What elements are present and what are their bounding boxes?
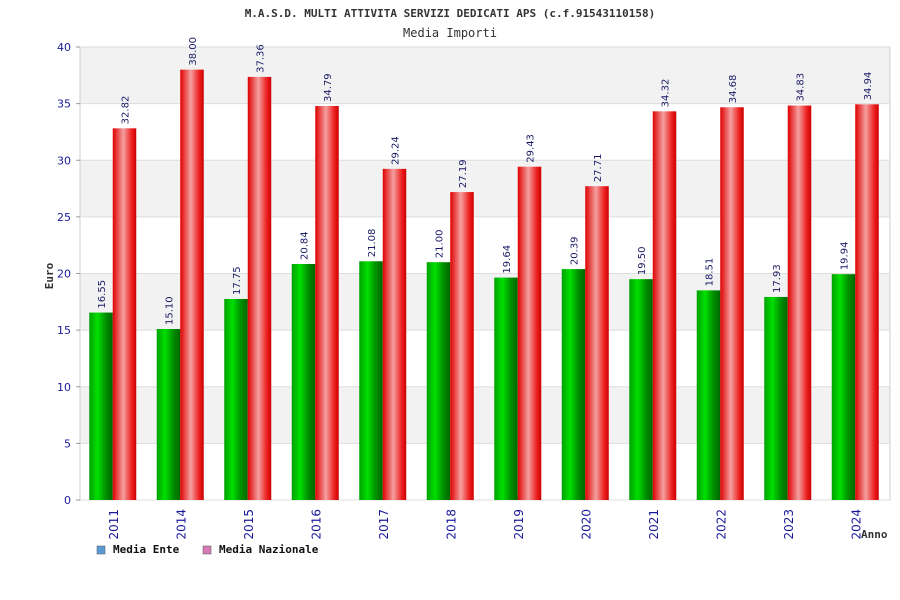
- chart-subtitle: Media Importi: [403, 26, 497, 40]
- bar-media-nazionale-2020: [585, 186, 609, 500]
- bar-media-ente-2016: [291, 263, 316, 500]
- bar-media-nazionale-2017: [382, 168, 407, 500]
- bar-media-ente-2015: [224, 298, 248, 500]
- bar-media-ente-2023: [764, 296, 788, 500]
- data-label-media-nazionale: 34.94: [863, 72, 874, 101]
- y-tick-label: 40: [57, 41, 71, 54]
- data-label-media-nazionale: 37.36: [256, 44, 267, 73]
- x-tick-label: 2021: [647, 509, 661, 540]
- bar-media-nazionale-2016: [315, 106, 339, 501]
- bar-media-nazionale-2018: [450, 192, 474, 501]
- y-tick-label: 0: [64, 494, 71, 507]
- bar-media-nazionale-2022: [720, 107, 744, 501]
- legend-label-media-ente: Media Ente: [113, 543, 180, 556]
- chart-title: M.A.S.D. MULTI ATTIVITA SERVIZI DEDICATI…: [245, 7, 656, 20]
- x-tick-label: 2018: [444, 509, 458, 540]
- y-tick-label: 5: [64, 437, 71, 450]
- y-tick-label: 20: [57, 268, 71, 281]
- data-label-media-ente: 18.51: [705, 258, 716, 287]
- x-tick-label: 2017: [377, 509, 391, 540]
- y-axis-label: Euro: [43, 262, 56, 289]
- data-label-media-ente: 21.08: [367, 229, 378, 258]
- bar-media-ente-2014: [156, 328, 181, 500]
- x-tick-label: 2019: [512, 509, 526, 540]
- legend: Media Ente Media Nazionale: [96, 543, 319, 556]
- data-label-media-ente: 20.84: [300, 231, 311, 260]
- bar-media-ente-2020: [561, 269, 586, 500]
- data-label-media-ente: 15.10: [165, 296, 176, 325]
- data-label-media-ente: 19.94: [840, 242, 851, 271]
- bar-media-ente-2019: [494, 277, 518, 500]
- data-label-media-ente: 19.64: [502, 245, 513, 274]
- bar-media-nazionale-2014: [180, 69, 204, 501]
- grid-band: [80, 160, 890, 217]
- bar-media-nazionale-2015: [247, 76, 272, 500]
- x-tick-label: 2020: [579, 509, 593, 540]
- data-label-media-ente: 17.93: [772, 264, 783, 293]
- x-tick-label: 2024: [849, 509, 863, 540]
- bar-media-ente-2017: [359, 261, 383, 500]
- y-tick-label: 10: [57, 381, 71, 394]
- data-label-media-ente: 17.75: [232, 266, 243, 295]
- data-label-media-nazionale: 32.82: [121, 96, 132, 125]
- bar-media-ente-2022: [696, 290, 721, 500]
- y-tick-label: 30: [57, 154, 71, 167]
- x-tick-label: 2023: [782, 509, 796, 540]
- legend-swatch-media-ente: [96, 545, 106, 555]
- legend-swatch-media-nazionale: [202, 545, 212, 555]
- y-tick-label: 15: [57, 324, 71, 337]
- bar-media-nazionale-2019: [517, 166, 542, 500]
- data-label-media-nazionale: 38.00: [188, 37, 199, 66]
- bar-media-ente-2024: [831, 274, 856, 500]
- data-label-media-nazionale: 34.79: [323, 73, 334, 102]
- bar-media-ente-2021: [629, 279, 653, 500]
- grid-band: [80, 386, 890, 444]
- legend-label-media-nazionale: Media Nazionale: [219, 543, 319, 556]
- x-tick-label: 2015: [242, 509, 256, 540]
- data-label-media-nazionale: 29.43: [526, 134, 537, 163]
- y-tick-label: 35: [57, 98, 71, 111]
- x-tick-label: 2011: [107, 509, 121, 540]
- bar-media-nazionale-2011: [112, 128, 137, 500]
- x-axis-label: Anno: [861, 528, 888, 541]
- x-tick-label: 2022: [714, 509, 728, 540]
- bar-media-ente-2011: [89, 312, 113, 500]
- bar-media-nazionale-2021: [652, 111, 677, 501]
- bar-media-nazionale-2024: [855, 104, 879, 500]
- data-label-media-nazionale: 27.71: [593, 154, 604, 183]
- bar-media-ente-2018: [426, 262, 451, 500]
- data-label-media-nazionale: 34.32: [661, 79, 672, 108]
- data-label-media-ente: 21.00: [435, 230, 446, 259]
- data-label-media-nazionale: 34.68: [728, 75, 739, 104]
- data-label-media-nazionale: 27.19: [458, 159, 469, 188]
- x-tick-label: 2014: [174, 509, 188, 540]
- data-label-media-ente: 16.55: [97, 280, 108, 309]
- x-tick-label: 2016: [309, 509, 323, 540]
- bar-media-nazionale-2023: [787, 105, 812, 501]
- data-label-media-ente: 20.39: [570, 236, 581, 265]
- data-label-media-nazionale: 34.83: [796, 73, 807, 102]
- grid-band: [80, 273, 890, 331]
- y-tick-label: 25: [57, 211, 71, 224]
- data-label-media-nazionale: 29.24: [391, 136, 402, 165]
- data-label-media-ente: 19.50: [637, 247, 648, 276]
- grid-band: [80, 47, 890, 104]
